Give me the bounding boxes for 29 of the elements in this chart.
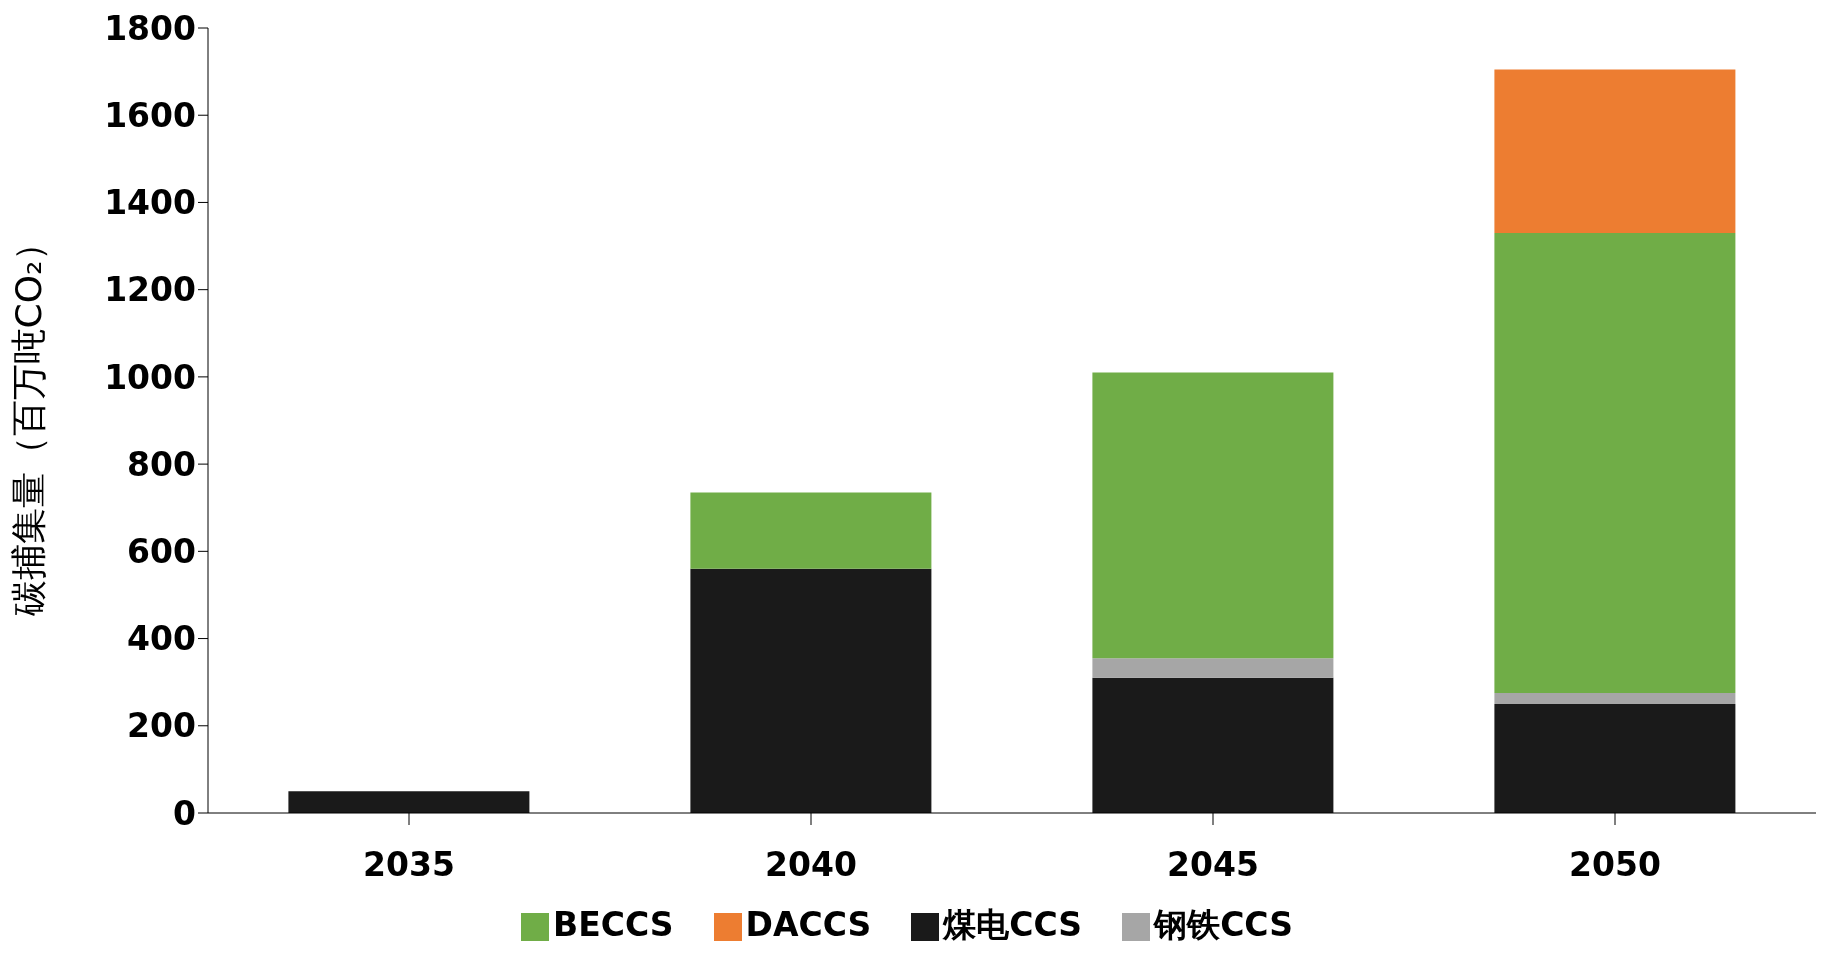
y-tick-label: 1400: [104, 183, 196, 223]
y-tick-label: 200: [127, 706, 196, 746]
legend-label: 煤电CCS: [943, 905, 1083, 944]
y-tick-label: 600: [127, 532, 196, 572]
y-tick-label: 400: [127, 619, 196, 659]
bar: [1494, 232, 1736, 694]
x-tick-label: 2045: [1167, 845, 1259, 885]
bar: [1494, 69, 1736, 233]
y-tick-label: 1000: [104, 357, 196, 397]
x-tick-label: 2035: [363, 845, 455, 885]
y-tick-label: 1200: [104, 270, 196, 310]
bar: [690, 492, 932, 569]
y-tick-label: 0: [173, 793, 196, 833]
x-tick-label: 2050: [1569, 845, 1661, 885]
bar: [690, 568, 932, 813]
bar: [1494, 693, 1736, 704]
y-tick-label: 800: [127, 444, 196, 484]
y-axis-title: 碳捕集量（百万吨CO₂）: [7, 224, 49, 618]
x-tick-label: 2040: [765, 845, 857, 885]
bar: [1092, 677, 1334, 813]
bar: [1494, 703, 1736, 813]
legend-label: BECCS: [553, 905, 674, 944]
y-tick-label: 1600: [104, 95, 196, 135]
bar: [1092, 372, 1334, 659]
bar: [288, 791, 530, 813]
legend-label: 钢铁CCS: [1154, 905, 1293, 944]
bar: [1092, 658, 1334, 678]
legend-label: DACCS: [745, 905, 872, 944]
y-tick-label: 1800: [104, 8, 196, 48]
